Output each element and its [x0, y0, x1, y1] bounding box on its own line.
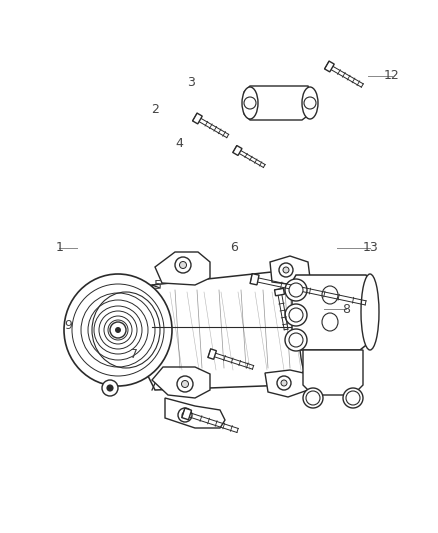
Circle shape: [304, 97, 316, 109]
Text: 1: 1: [55, 241, 63, 254]
Circle shape: [180, 262, 187, 269]
Circle shape: [182, 412, 188, 418]
Polygon shape: [155, 252, 210, 285]
Circle shape: [178, 408, 192, 422]
Circle shape: [346, 391, 360, 405]
Text: 6: 6: [230, 241, 238, 254]
Polygon shape: [265, 370, 308, 397]
Polygon shape: [193, 113, 202, 124]
Circle shape: [283, 267, 289, 273]
Polygon shape: [303, 350, 363, 395]
Text: 3: 3: [187, 76, 194, 89]
Ellipse shape: [285, 329, 307, 351]
Polygon shape: [145, 270, 310, 390]
Circle shape: [289, 308, 303, 322]
Polygon shape: [208, 349, 216, 359]
Circle shape: [102, 380, 118, 396]
Polygon shape: [182, 408, 191, 420]
Circle shape: [279, 263, 293, 277]
Circle shape: [289, 333, 303, 347]
Circle shape: [281, 380, 287, 386]
Ellipse shape: [343, 388, 363, 408]
Circle shape: [115, 327, 121, 333]
Text: 13: 13: [362, 241, 378, 254]
Ellipse shape: [285, 304, 307, 326]
Ellipse shape: [85, 280, 175, 380]
Ellipse shape: [242, 87, 258, 119]
Polygon shape: [233, 146, 242, 156]
Text: 5: 5: [154, 279, 162, 292]
Polygon shape: [270, 256, 310, 285]
Circle shape: [277, 376, 291, 390]
Ellipse shape: [322, 286, 338, 304]
Ellipse shape: [299, 280, 317, 376]
Circle shape: [306, 391, 320, 405]
Text: 8: 8: [342, 303, 350, 316]
Circle shape: [244, 97, 256, 109]
Polygon shape: [325, 61, 334, 72]
Ellipse shape: [64, 274, 172, 386]
Circle shape: [177, 376, 193, 392]
Ellipse shape: [302, 87, 318, 119]
Text: 7: 7: [130, 348, 138, 361]
Ellipse shape: [322, 313, 338, 331]
Circle shape: [289, 283, 303, 297]
Circle shape: [106, 384, 113, 392]
Ellipse shape: [303, 388, 323, 408]
Text: 12: 12: [384, 69, 400, 82]
Polygon shape: [275, 288, 284, 296]
Circle shape: [181, 381, 188, 387]
Ellipse shape: [285, 279, 307, 301]
Text: 2: 2: [152, 103, 159, 116]
Circle shape: [110, 322, 126, 338]
Text: 4: 4: [176, 138, 184, 150]
Polygon shape: [292, 275, 370, 350]
Ellipse shape: [361, 274, 379, 350]
Text: 9: 9: [64, 319, 72, 332]
Polygon shape: [165, 398, 225, 428]
Circle shape: [175, 257, 191, 273]
Polygon shape: [152, 367, 210, 398]
Polygon shape: [250, 273, 259, 285]
Polygon shape: [244, 86, 310, 120]
